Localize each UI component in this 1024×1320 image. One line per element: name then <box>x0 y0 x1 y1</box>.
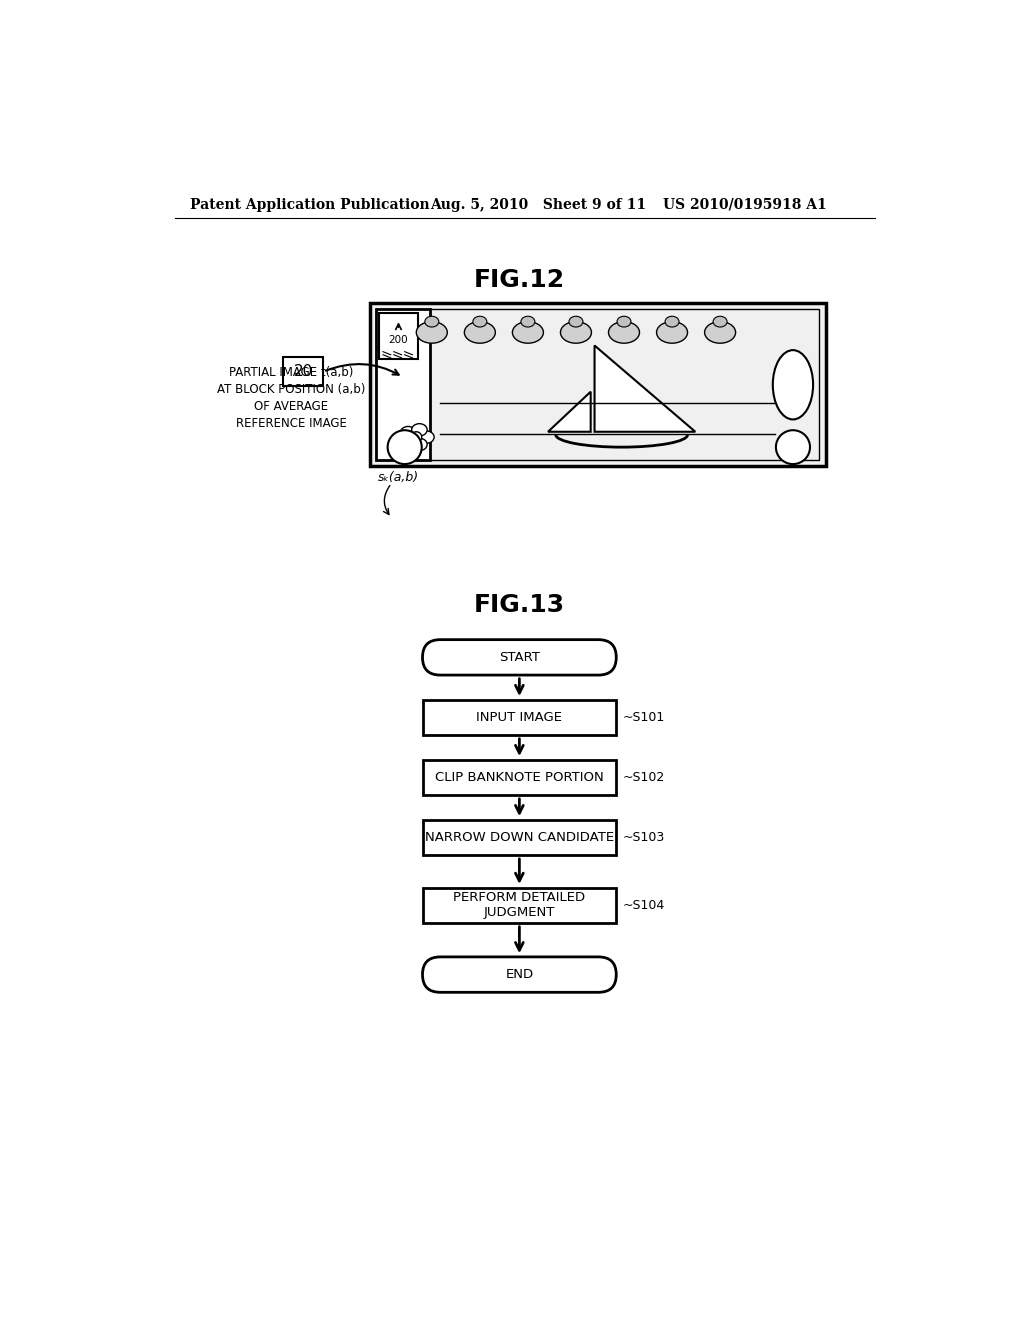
Bar <box>423 887 616 923</box>
Ellipse shape <box>417 322 447 343</box>
Text: PERFORM DETAILED
JUDGMENT: PERFORM DETAILED JUDGMENT <box>454 891 586 919</box>
Bar <box>376 309 819 461</box>
Text: 200: 200 <box>389 335 409 345</box>
Ellipse shape <box>412 438 427 450</box>
Text: NARROW DOWN CANDIDATE: NARROW DOWN CANDIDATE <box>425 832 614 843</box>
Text: END: END <box>505 968 534 981</box>
FancyBboxPatch shape <box>423 957 616 993</box>
Ellipse shape <box>425 317 438 327</box>
Bar <box>370 304 825 466</box>
Text: ~S103: ~S103 <box>623 832 665 843</box>
Ellipse shape <box>656 322 687 343</box>
Text: ~S101: ~S101 <box>623 711 665 723</box>
Text: INPUT IMAGE: INPUT IMAGE <box>476 711 562 723</box>
Ellipse shape <box>665 317 679 327</box>
Ellipse shape <box>608 322 640 343</box>
Text: sₖ(a,b): sₖ(a,b) <box>378 471 419 483</box>
Text: PARTIAL IMAGE t(a,b)
AT BLOCK POSITION (a,b)
OF AVERAGE
REFERENCE IMAGE: PARTIAL IMAGE t(a,b) AT BLOCK POSITION (… <box>217 367 366 430</box>
Bar <box>379 313 418 359</box>
Ellipse shape <box>617 317 631 327</box>
Ellipse shape <box>419 432 434 444</box>
Circle shape <box>411 432 422 442</box>
Bar <box>376 309 430 461</box>
Text: Patent Application Publication: Patent Application Publication <box>190 198 430 211</box>
Text: Aug. 5, 2010   Sheet 9 of 11: Aug. 5, 2010 Sheet 9 of 11 <box>430 198 646 211</box>
Text: 20: 20 <box>294 364 312 379</box>
Circle shape <box>388 430 422 465</box>
Ellipse shape <box>412 424 427 436</box>
Polygon shape <box>595 346 695 432</box>
Ellipse shape <box>464 322 496 343</box>
Ellipse shape <box>705 322 735 343</box>
Bar <box>283 358 324 387</box>
Text: ~S102: ~S102 <box>623 771 665 784</box>
Ellipse shape <box>400 426 416 438</box>
Text: FIG.12: FIG.12 <box>474 268 565 292</box>
Bar <box>423 820 616 855</box>
Ellipse shape <box>473 317 486 327</box>
Text: START: START <box>499 651 540 664</box>
FancyBboxPatch shape <box>423 640 616 675</box>
Text: FIG.13: FIG.13 <box>474 593 565 616</box>
Ellipse shape <box>560 322 592 343</box>
Ellipse shape <box>569 317 583 327</box>
Ellipse shape <box>512 322 544 343</box>
Bar <box>423 700 616 735</box>
Ellipse shape <box>400 436 416 447</box>
Bar <box>423 760 616 795</box>
Polygon shape <box>548 392 591 432</box>
Ellipse shape <box>713 317 727 327</box>
Ellipse shape <box>773 350 813 420</box>
Text: CLIP BANKNOTE PORTION: CLIP BANKNOTE PORTION <box>435 771 604 784</box>
Circle shape <box>776 430 810 465</box>
Text: ~S104: ~S104 <box>623 899 665 912</box>
Text: US 2010/0195918 A1: US 2010/0195918 A1 <box>663 198 826 211</box>
Ellipse shape <box>521 317 535 327</box>
